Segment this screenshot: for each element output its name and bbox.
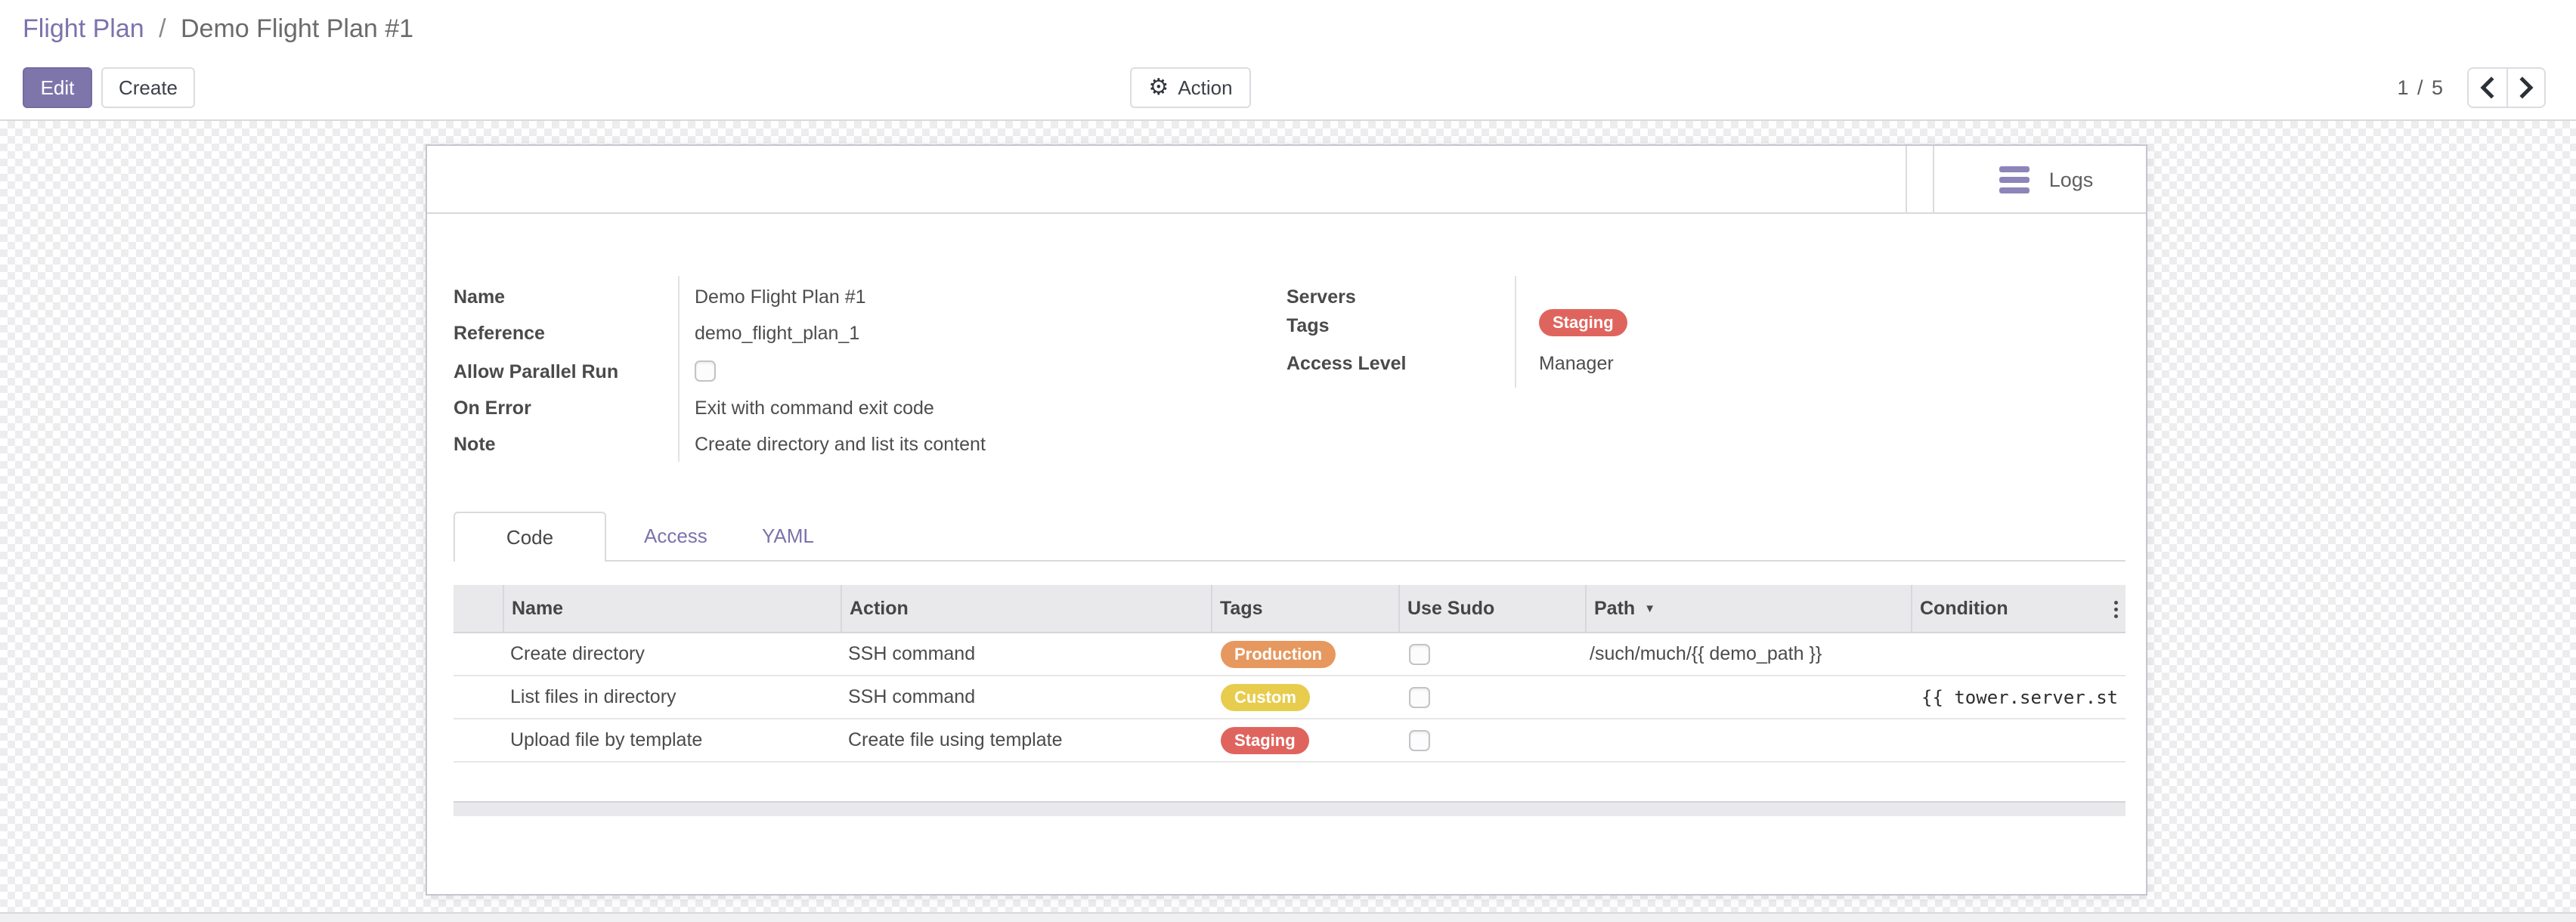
pager-buttons xyxy=(2467,67,2546,108)
table-header-row: Name Action Tags Use Sudo Path ▼ Conditi… xyxy=(454,585,2126,633)
column-header-use-sudo[interactable]: Use Sudo xyxy=(1398,585,1585,633)
hamburger-icon xyxy=(1999,166,2030,193)
logs-button[interactable]: Logs xyxy=(1946,146,2146,214)
row-handle-cell xyxy=(454,633,503,676)
breadcrumb-section-link[interactable]: Flight Plan xyxy=(23,14,144,43)
tag-badge-staging: Staging xyxy=(1539,309,1627,336)
sort-descending-icon: ▼ xyxy=(1644,602,1656,615)
edit-button[interactable]: Edit xyxy=(23,67,92,108)
allow-parallel-run-checkbox[interactable] xyxy=(695,360,716,382)
field-group-separator xyxy=(678,276,680,462)
optional-columns-icon[interactable] xyxy=(2114,585,2118,633)
cell-use-sudo xyxy=(1398,719,1585,762)
cell-name: Create directory xyxy=(510,643,645,664)
tag-badge-staging: Staging xyxy=(1221,726,1309,754)
tab-yaml[interactable]: YAML xyxy=(762,524,814,547)
button-box-divider xyxy=(1933,146,1934,214)
field-label-access-level: Access Level xyxy=(1286,353,1407,374)
tab-code[interactable]: Code xyxy=(454,512,606,562)
pager-previous-button[interactable] xyxy=(2469,69,2506,107)
row-handle-cell xyxy=(454,719,503,762)
cell-action: SSH command xyxy=(848,686,976,707)
pager: 1 / 5 xyxy=(2397,67,2546,108)
pager-value[interactable]: 1 / 5 xyxy=(2397,76,2444,99)
tab-access[interactable]: Access xyxy=(644,524,707,547)
column-header-condition[interactable]: Condition xyxy=(1911,585,2126,633)
column-header-action[interactable]: Action xyxy=(841,585,1211,633)
field-label-name: Name xyxy=(454,286,506,308)
gear-icon: ⚙ xyxy=(1148,75,1169,100)
cell-action: Create file using template xyxy=(848,729,1063,750)
field-label-servers: Servers xyxy=(1286,286,1356,308)
column-header-path[interactable]: Path ▼ xyxy=(1585,585,1911,633)
button-box: Logs xyxy=(427,146,2146,214)
breadcrumb-separator: / xyxy=(159,14,166,43)
cell-path xyxy=(1585,719,1911,762)
cell-use-sudo xyxy=(1398,676,1585,719)
commands-table: Name Action Tags Use Sudo Path ▼ Conditi… xyxy=(454,585,2126,763)
action-button[interactable]: ⚙ Action xyxy=(1130,67,1251,108)
table-row[interactable]: Upload file by template Create file usin… xyxy=(454,719,2126,763)
column-header-tags[interactable]: Tags xyxy=(1211,585,1398,633)
cell-action: SSH command xyxy=(848,643,976,664)
record-sheet: Logs Name Demo Flight Plan #1 Reference … xyxy=(426,144,2147,896)
tag-badge-custom: Custom xyxy=(1221,683,1310,711)
cell-condition xyxy=(1911,633,2126,676)
field-value-name: Demo Flight Plan #1 xyxy=(695,286,866,308)
field-label-reference: Reference xyxy=(454,323,545,344)
table-row[interactable]: Create directory SSH command Production … xyxy=(454,633,2126,676)
chevron-left-icon xyxy=(2480,76,2494,99)
tag-badge-production: Production xyxy=(1221,640,1336,668)
breadcrumb: Flight Plan / Demo Flight Plan #1 xyxy=(23,12,413,45)
use-sudo-checkbox[interactable] xyxy=(1409,643,1430,665)
pager-next-button[interactable] xyxy=(2506,69,2544,107)
control-panel: Flight Plan / Demo Flight Plan #1 Edit C… xyxy=(0,0,2576,121)
horizontal-scrollbar[interactable] xyxy=(454,801,2126,816)
field-label-tags: Tags xyxy=(1286,315,1330,336)
field-value-note: Create directory and list its content xyxy=(695,434,986,455)
create-button[interactable]: Create xyxy=(101,67,195,108)
column-header-name[interactable]: Name xyxy=(503,585,841,633)
cell-path: /such/much/{{ demo_path }} xyxy=(1590,643,1822,664)
bottom-edge-strip xyxy=(0,912,2576,922)
field-group-separator xyxy=(1515,276,1516,388)
field-value-on-error: Exit with command exit code xyxy=(695,398,934,419)
cell-tags: Production xyxy=(1211,633,1398,676)
cell-condition: {{ tower.server.st xyxy=(1921,686,2119,708)
field-label-on-error: On Error xyxy=(454,398,531,419)
cell-name: List files in directory xyxy=(510,686,677,707)
column-header-handle xyxy=(454,585,503,633)
chevron-right-icon xyxy=(2519,76,2534,99)
table-row[interactable]: List files in directory SSH command Cust… xyxy=(454,676,2126,719)
cell-path xyxy=(1585,676,1911,719)
row-handle-cell xyxy=(454,676,503,719)
tabs-underline xyxy=(454,560,2126,562)
action-button-label: Action xyxy=(1178,76,1233,99)
button-box-divider xyxy=(1906,146,1907,214)
field-value-reference: demo_flight_plan_1 xyxy=(695,323,860,344)
field-label-allow-parallel-run: Allow Parallel Run xyxy=(454,361,619,382)
cell-name: Upload file by template xyxy=(510,729,703,750)
cell-use-sudo xyxy=(1398,633,1585,676)
form-view-background: Logs Name Demo Flight Plan #1 Reference … xyxy=(0,121,2576,922)
field-value-access-level: Manager xyxy=(1539,353,1614,374)
cell-tags: Custom xyxy=(1211,676,1398,719)
use-sudo-checkbox[interactable] xyxy=(1409,686,1430,708)
use-sudo-checkbox[interactable] xyxy=(1409,729,1430,751)
breadcrumb-record-name: Demo Flight Plan #1 xyxy=(181,14,414,43)
cell-condition xyxy=(1911,719,2126,762)
column-header-path-label: Path xyxy=(1594,597,1636,619)
cell-tags: Staging xyxy=(1211,719,1398,762)
field-label-note: Note xyxy=(454,434,496,455)
logs-button-label: Logs xyxy=(2048,168,2094,191)
